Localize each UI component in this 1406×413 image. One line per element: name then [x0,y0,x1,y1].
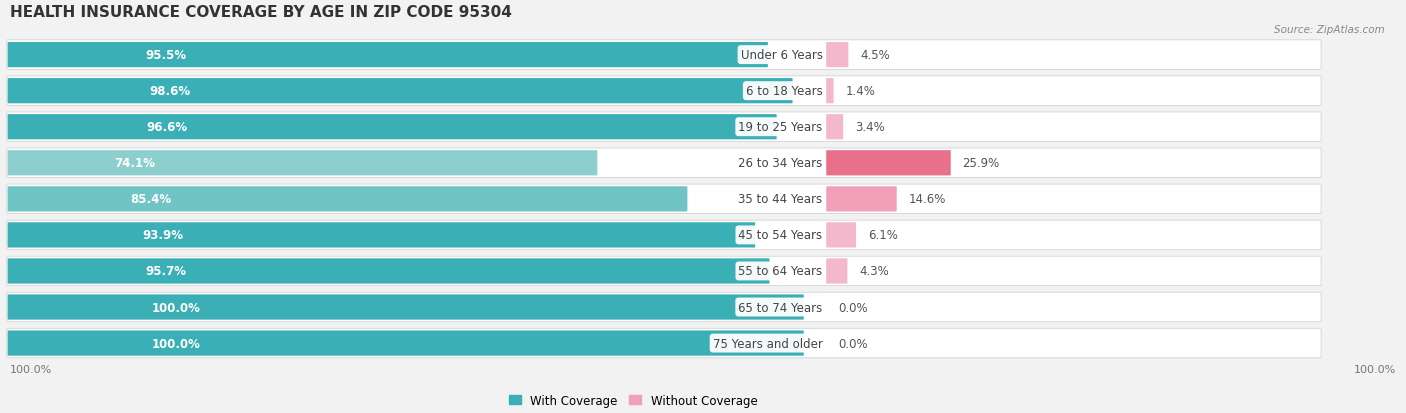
Text: 25.9%: 25.9% [962,157,1000,170]
FancyBboxPatch shape [827,115,844,140]
Legend: With Coverage, Without Coverage: With Coverage, Without Coverage [505,389,762,411]
FancyBboxPatch shape [7,151,598,176]
FancyBboxPatch shape [7,331,804,356]
Text: 95.7%: 95.7% [145,265,186,278]
Text: 65 to 74 Years: 65 to 74 Years [738,301,823,314]
FancyBboxPatch shape [827,187,897,212]
FancyBboxPatch shape [7,77,1322,106]
Text: 100.0%: 100.0% [152,337,200,350]
Text: Source: ZipAtlas.com: Source: ZipAtlas.com [1274,25,1385,35]
Text: 100.0%: 100.0% [152,301,200,314]
FancyBboxPatch shape [827,151,950,176]
FancyBboxPatch shape [7,259,769,284]
Text: 55 to 64 Years: 55 to 64 Years [738,265,823,278]
FancyBboxPatch shape [7,328,1322,358]
FancyBboxPatch shape [7,256,1322,286]
Text: 96.6%: 96.6% [146,121,187,134]
FancyBboxPatch shape [827,259,848,284]
Text: 4.5%: 4.5% [860,49,890,62]
Text: 75 Years and older: 75 Years and older [713,337,823,350]
Text: 6 to 18 Years: 6 to 18 Years [745,85,823,98]
Text: 6.1%: 6.1% [868,229,897,242]
Text: 100.0%: 100.0% [1354,364,1396,374]
Text: 4.3%: 4.3% [859,265,889,278]
FancyBboxPatch shape [7,79,793,104]
Text: 100.0%: 100.0% [10,364,52,374]
Text: Under 6 Years: Under 6 Years [741,49,823,62]
Text: 0.0%: 0.0% [838,337,868,350]
FancyBboxPatch shape [827,43,848,68]
FancyBboxPatch shape [7,149,1322,178]
FancyBboxPatch shape [827,79,834,104]
FancyBboxPatch shape [7,221,1322,250]
Text: 26 to 34 Years: 26 to 34 Years [738,157,823,170]
Text: 95.5%: 95.5% [145,49,186,62]
FancyBboxPatch shape [7,185,1322,214]
Text: 85.4%: 85.4% [131,193,172,206]
FancyBboxPatch shape [7,43,768,68]
FancyBboxPatch shape [7,41,1322,70]
Text: HEALTH INSURANCE COVERAGE BY AGE IN ZIP CODE 95304: HEALTH INSURANCE COVERAGE BY AGE IN ZIP … [10,5,512,20]
FancyBboxPatch shape [827,223,856,248]
FancyBboxPatch shape [7,113,1322,142]
Text: 45 to 54 Years: 45 to 54 Years [738,229,823,242]
Text: 98.6%: 98.6% [149,85,191,98]
FancyBboxPatch shape [7,292,1322,322]
FancyBboxPatch shape [7,187,688,212]
Text: 74.1%: 74.1% [114,157,155,170]
FancyBboxPatch shape [7,115,776,140]
Text: 35 to 44 Years: 35 to 44 Years [738,193,823,206]
FancyBboxPatch shape [7,295,804,320]
Text: 93.9%: 93.9% [142,229,184,242]
Text: 3.4%: 3.4% [855,121,884,134]
FancyBboxPatch shape [7,223,755,248]
Text: 19 to 25 Years: 19 to 25 Years [738,121,823,134]
Text: 14.6%: 14.6% [908,193,946,206]
Text: 0.0%: 0.0% [838,301,868,314]
Text: 1.4%: 1.4% [845,85,875,98]
